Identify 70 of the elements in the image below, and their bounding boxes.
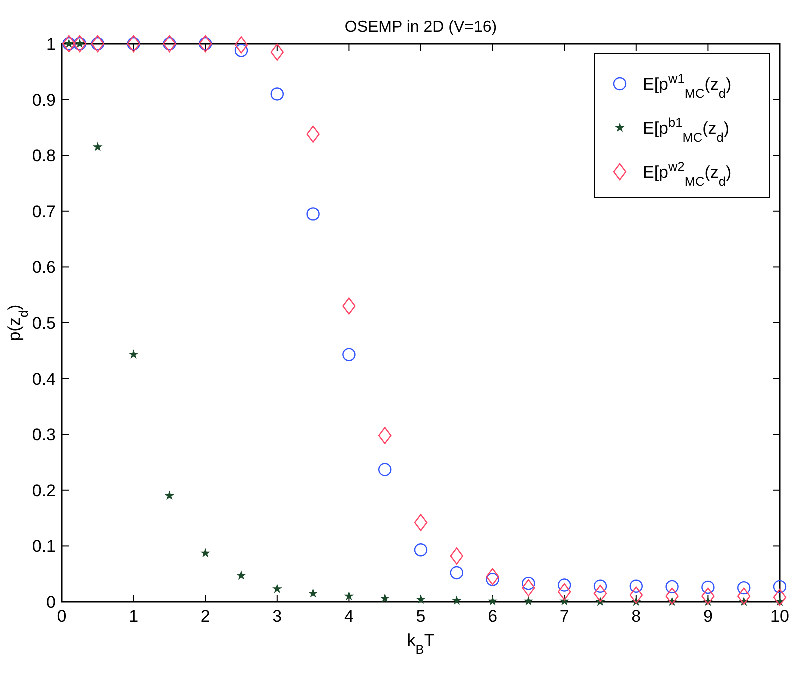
point [270,88,284,101]
legend-label: E[p$^{w2}$$_{MC}$(z$_{d}$) [643,158,732,188]
point [594,580,608,593]
y-tick-label: 0.4 [32,370,56,389]
point [702,580,715,594]
point [378,427,392,444]
point [524,596,534,606]
point [414,544,428,557]
point [342,348,356,362]
point [306,126,320,143]
chart-title: OSEMP in 2D (V=16) [344,19,498,36]
point [308,588,318,598]
point [486,573,500,586]
x-tick-label: 9 [703,607,713,626]
point [236,570,246,580]
y-tick-label: 0.3 [32,426,56,445]
point [92,142,103,152]
point [416,594,426,604]
point [486,568,500,586]
y-tick-label: 0.9 [32,90,56,110]
point [452,596,462,606]
y-tick-label: 0.7 [32,202,56,222]
y-tick-label: 0.2 [32,481,56,500]
point [558,583,572,601]
point [378,463,392,476]
point [630,586,643,604]
y-tick-label: 1 [46,35,56,54]
y-tick-label: 0.1 [32,537,56,556]
legend-label: E[p$^{b1}$$_{MC}$(z$_{d}$) [643,114,730,144]
point [344,591,354,601]
point [738,588,751,606]
y-tick-label: 0 [46,593,56,612]
legend-label: E[p$^{w1}$$_{MC}$(z$_{d}$) [643,70,732,100]
point [380,593,390,603]
point [450,548,464,565]
point [306,208,320,221]
point [342,298,356,315]
point [128,350,139,359]
point [702,588,715,606]
x-tick-label: 10 [770,607,790,626]
x-axis-title: k$_{B}$T [407,631,435,656]
x-tick-label: 2 [200,607,210,626]
x-tick-label: 1 [129,607,139,626]
point [630,580,643,593]
x-tick-label: 5 [416,607,426,626]
point [488,596,498,606]
point [738,581,751,595]
point [272,584,282,594]
x-tick-label: 4 [344,607,354,626]
x-tick-label: 6 [488,607,498,626]
y-tick-label: 0.5 [32,314,56,333]
point [414,514,428,532]
point [234,36,248,54]
point [522,576,536,590]
point [234,44,248,58]
point [522,579,536,597]
y-tick-label: 0.6 [32,258,56,278]
point [773,588,787,606]
point [773,580,787,594]
x-tick-label: 7 [560,607,570,626]
point [666,588,679,606]
point [164,490,175,500]
x-tick-label: 8 [632,607,642,626]
y-tick-label: 0.8 [32,146,56,166]
point [200,548,211,558]
point [270,44,284,61]
point [450,566,464,580]
point [666,580,679,594]
point [594,585,608,602]
x-tick-label: 3 [272,607,282,626]
